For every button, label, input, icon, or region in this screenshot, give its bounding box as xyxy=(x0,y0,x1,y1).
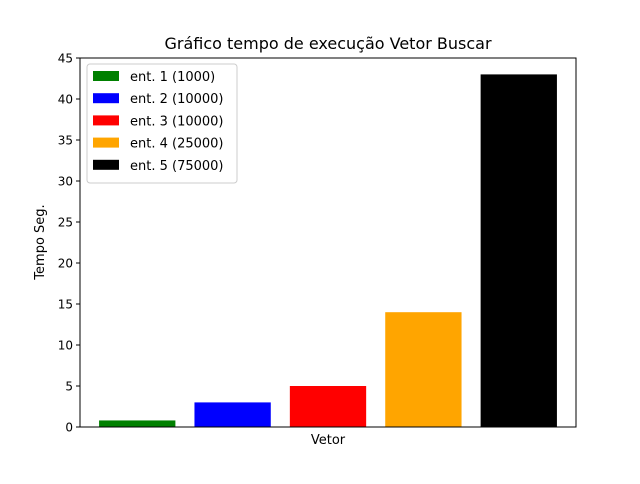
legend-swatch-ent-2 xyxy=(93,93,119,104)
y-tick-label: 30 xyxy=(58,175,73,189)
plot-frame xyxy=(79,57,577,428)
legend-label-ent-5: ent. 5 (75000) xyxy=(130,159,224,174)
bar-ent-5 xyxy=(480,74,557,428)
y-tick-label: 10 xyxy=(58,339,73,353)
legend-frame xyxy=(86,63,238,184)
chart-title: Gráfico tempo de execução Vetor Buscar xyxy=(164,34,491,53)
legend-label-ent-4: ent. 4 (25000) xyxy=(130,137,224,152)
legend-label-ent-1: ent. 1 (1000) xyxy=(130,70,215,85)
x-axis-label: Vetor xyxy=(311,433,346,448)
legend-swatch-ent-4 xyxy=(93,137,119,148)
y-tick-label: 45 xyxy=(58,52,73,66)
bar-ent-1 xyxy=(99,420,176,427)
y-axis: 0 5 10 15 20 25 30 35 40 45 xyxy=(58,52,80,435)
legend-swatch-ent-3 xyxy=(93,115,119,126)
bar-ent-3 xyxy=(289,386,367,427)
bars-layer xyxy=(99,74,557,428)
legend-label-ent-3: ent. 3 (10000) xyxy=(130,114,224,129)
y-axis-label: Tempo Seg. xyxy=(33,204,48,280)
bar-ent-2 xyxy=(194,402,271,427)
y-tick-label: 5 xyxy=(65,380,73,394)
legend: ent. 1 (1000) ent. 2 (10000) ent. 3 (10000… xyxy=(86,63,238,184)
y-tick-label: 25 xyxy=(58,216,73,230)
y-tick-label: 20 xyxy=(58,257,73,271)
legend-swatch-ent-5 xyxy=(93,159,119,170)
y-tick-label: 15 xyxy=(58,298,73,312)
bar-ent-4 xyxy=(385,312,462,427)
legend-label-ent-2: ent. 2 (10000) xyxy=(130,92,224,107)
legend-swatch-ent-1 xyxy=(93,71,119,81)
y-tick-label: 35 xyxy=(58,134,73,148)
y-tick-label: 40 xyxy=(58,93,73,107)
y-tick-label: 0 xyxy=(65,421,73,435)
